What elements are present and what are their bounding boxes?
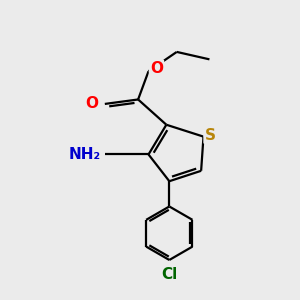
- Text: S: S: [205, 128, 215, 142]
- Text: Cl: Cl: [161, 266, 177, 281]
- Text: NH₂: NH₂: [69, 147, 101, 162]
- Text: O: O: [85, 96, 98, 111]
- Text: O: O: [150, 61, 163, 76]
